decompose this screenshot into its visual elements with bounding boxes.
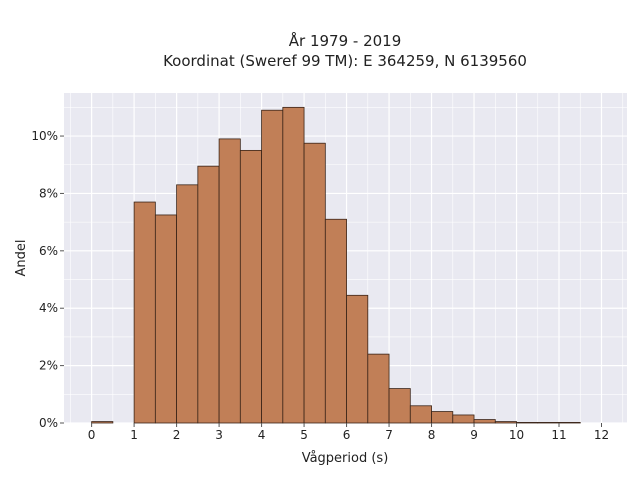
- x-tick-label: 11: [551, 428, 566, 442]
- histogram-bar: [388, 388, 411, 424]
- y-tick-label: 2%: [39, 359, 58, 373]
- x-axis-label: Vågperiod (s): [302, 451, 389, 466]
- histogram-bar: [558, 422, 581, 424]
- y-axis-label: Andel: [14, 240, 29, 277]
- histogram-bar: [197, 165, 220, 424]
- x-tick-label: 1: [130, 428, 138, 442]
- y-tick-label: 0%: [39, 416, 58, 430]
- x-tick-label: 7: [385, 428, 393, 442]
- histogram-bar: [494, 421, 517, 424]
- x-tick-label: 10: [509, 428, 524, 442]
- y-tick-label: 8%: [39, 186, 58, 200]
- histogram-bar: [91, 421, 114, 424]
- histogram-bar: [537, 422, 560, 424]
- x-tick-label: 3: [215, 428, 223, 442]
- chart-title-line2: Koordinat (Sweref 99 TM): E 364259, N 61…: [163, 52, 527, 70]
- bars: [91, 106, 581, 424]
- histogram-bar: [218, 138, 241, 424]
- histogram-bar: [367, 353, 390, 424]
- histogram-bar: [409, 405, 432, 424]
- x-tick-label: 12: [594, 428, 609, 442]
- histogram-bar: [303, 142, 326, 424]
- histogram-bar: [516, 422, 539, 424]
- histogram-bar: [133, 201, 156, 424]
- y-tick-label: 10%: [31, 129, 58, 143]
- histogram-bar: [346, 294, 369, 424]
- chart-title-line1: År 1979 - 2019: [289, 31, 402, 50]
- histogram-bar: [176, 184, 199, 424]
- histogram-bar: [431, 411, 454, 424]
- x-tick-label: 6: [343, 428, 351, 442]
- x-tick-label: 2: [173, 428, 181, 442]
- histogram-bar: [282, 106, 305, 424]
- x-tick-label: 5: [300, 428, 308, 442]
- x-tick-label: 8: [428, 428, 436, 442]
- y-tick-label: 4%: [39, 301, 58, 315]
- x-axis-ticks: 0 1 2 3 4 5 6 7 8 9 10 11 12: [88, 423, 609, 442]
- histogram-bar: [452, 414, 475, 424]
- histogram-bar: [154, 214, 178, 424]
- y-axis-ticks: 0% 2% 4% 6% 8% 10%: [31, 129, 64, 430]
- histogram-bar: [473, 419, 496, 424]
- histogram-bar: [324, 218, 347, 424]
- x-tick-label: 0: [88, 428, 96, 442]
- histogram-bar: [261, 109, 284, 424]
- x-tick-label: 9: [470, 428, 478, 442]
- x-tick-label: 4: [258, 428, 266, 442]
- y-tick-label: 6%: [39, 244, 58, 258]
- histogram-bar: [239, 149, 262, 424]
